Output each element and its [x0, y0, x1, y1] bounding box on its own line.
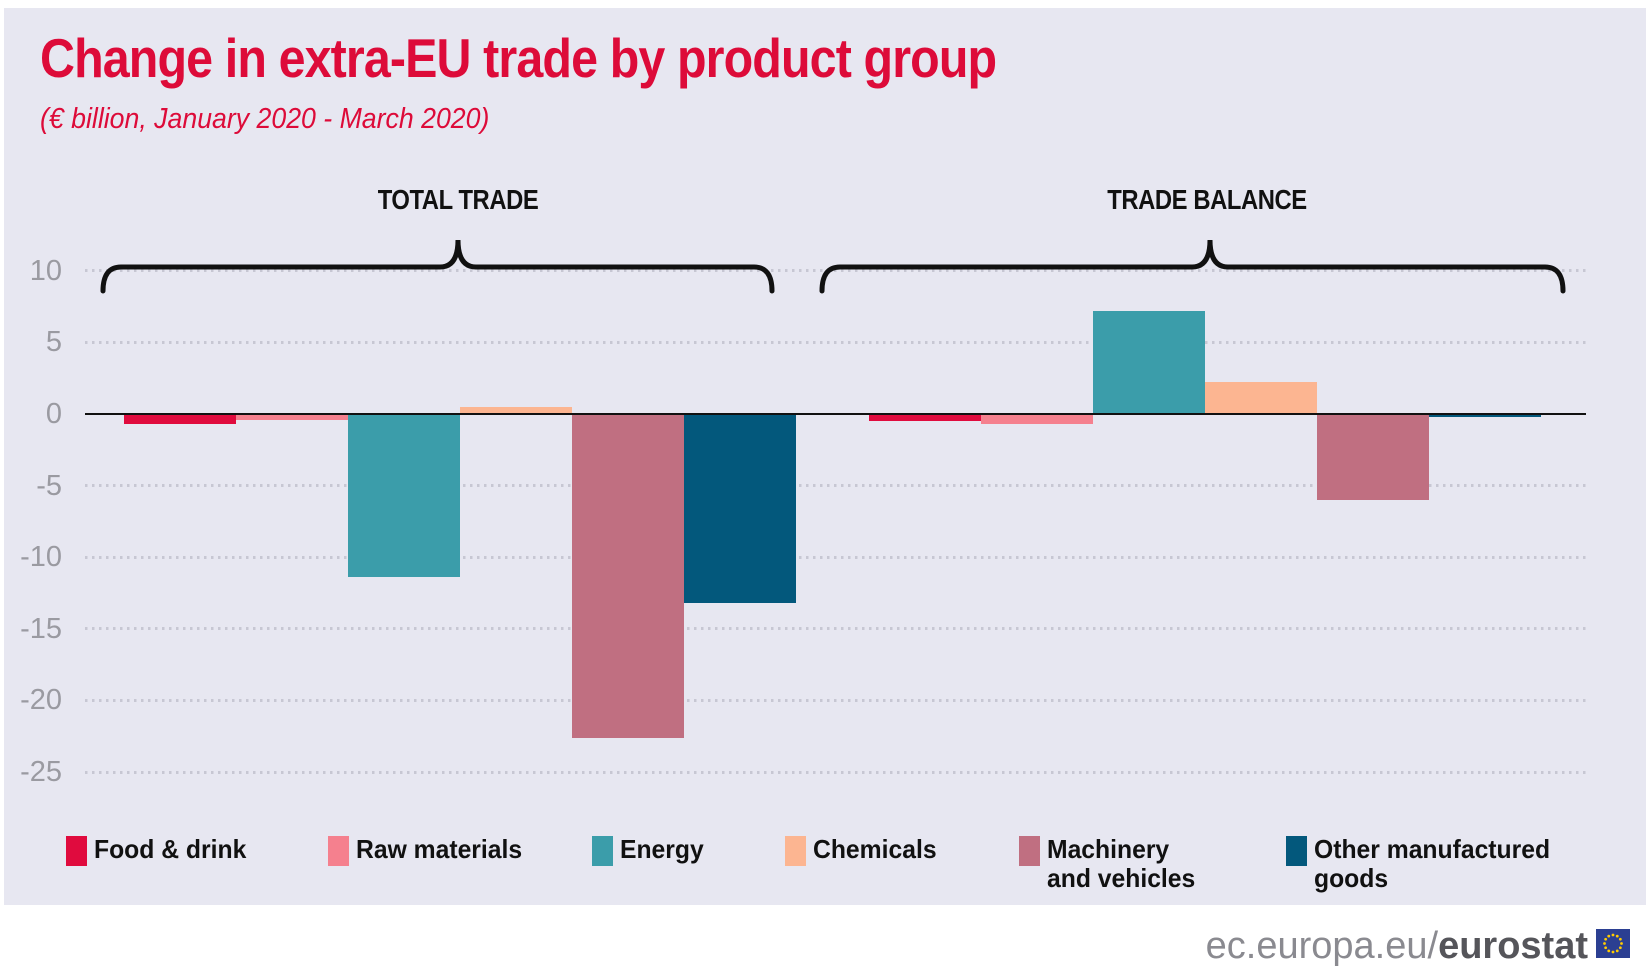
bar-total-trade-energy: [348, 415, 460, 578]
y-tick-label--25: -25: [20, 756, 62, 788]
bar-trade-balance-machinery-and-vehicles: [1317, 415, 1429, 500]
legend-swatch-raw-materials: [328, 836, 349, 866]
group-label-total-trade: TOTAL TRADE: [377, 184, 539, 215]
y-tick-label--5: -5: [36, 469, 62, 502]
legend-label-raw-materials: Raw materials: [356, 834, 523, 864]
legend-swatch-energy: [592, 836, 613, 866]
gridline--20: [85, 698, 1586, 702]
bar-total-trade-raw-materials: [236, 415, 348, 420]
bar-trade-balance-other-manufactured-goods: [1429, 415, 1541, 417]
legend-label-energy: Energy: [620, 834, 704, 864]
bar-trade-balance-energy: [1093, 310, 1205, 414]
legend-swatch-chemicals: [785, 836, 806, 866]
gridline-5: [85, 340, 1586, 344]
gridline--15: [85, 627, 1586, 631]
y-tick-label--15: -15: [20, 612, 62, 645]
chart-subtitle: (€ billion, January 2020 - March 2020): [40, 103, 490, 135]
y-tick-label-0: 0: [45, 398, 62, 430]
bar-trade-balance-raw-materials: [981, 415, 1093, 425]
y-tick-label--10: -10: [20, 541, 62, 574]
legend-swatch-food-drink: [66, 836, 87, 866]
chart-title: Change in extra-EU trade by product grou…: [40, 27, 997, 89]
bar-trade-balance-food-drink: [869, 415, 981, 422]
legend-swatch-machinery-and-vehicles: [1019, 836, 1040, 866]
footer-brand: eurostat: [1438, 925, 1588, 967]
y-tick-label--20: -20: [20, 684, 62, 717]
gridline--25: [85, 770, 1586, 774]
bar-total-trade-chemicals: [460, 406, 572, 414]
footer-site: ec.europa.eu/: [1205, 925, 1439, 967]
zero-axis-line: [85, 413, 1586, 415]
gridline--10: [85, 555, 1586, 559]
legend-label-chemicals: Chemicals: [813, 834, 937, 864]
eu-flag-icon: [1596, 929, 1630, 958]
legend-label-other-manufactured-goods: Other manufactured goods: [1314, 834, 1551, 893]
bar-total-trade-food-drink: [124, 415, 236, 425]
legend-swatch-other-manufactured-goods: [1286, 836, 1307, 866]
group-label-trade-balance: TRADE BALANCE: [1107, 184, 1307, 215]
gridline--5: [85, 484, 1586, 488]
legend-label-machinery-and-vehicles: Machinery and vehicles: [1047, 834, 1196, 893]
bar-total-trade-other-manufactured-goods: [684, 415, 796, 604]
footer-url: ec.europa.eu/eurostat: [1206, 925, 1588, 968]
gridline-10: [85, 269, 1586, 273]
y-tick-label-5: 5: [45, 326, 62, 359]
eu-flag-stars: [1603, 933, 1623, 954]
bar-trade-balance-chemicals: [1205, 382, 1317, 414]
y-tick-label-10: 10: [29, 254, 62, 287]
legend-label-food-drink: Food & drink: [94, 834, 247, 864]
bar-total-trade-machinery-and-vehicles: [572, 415, 684, 738]
